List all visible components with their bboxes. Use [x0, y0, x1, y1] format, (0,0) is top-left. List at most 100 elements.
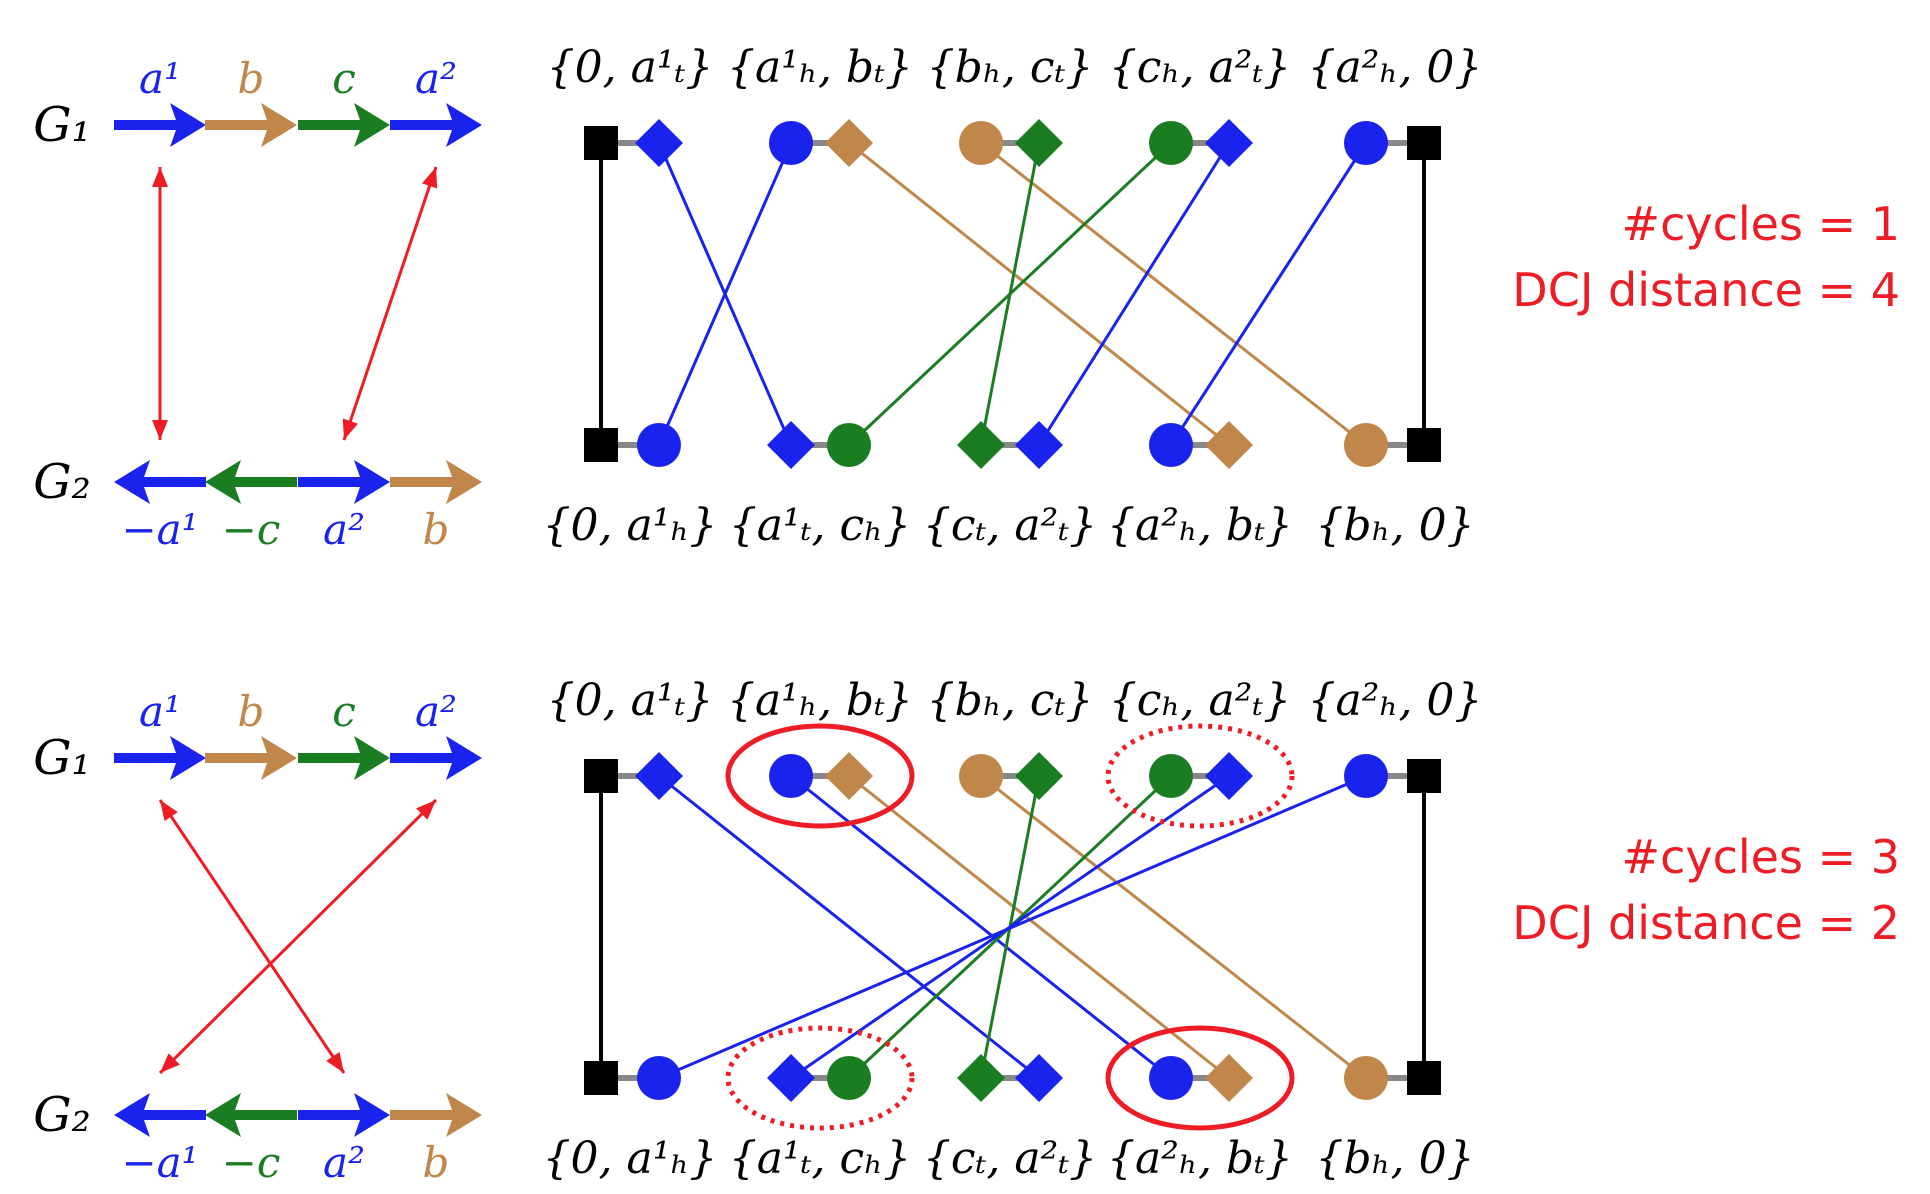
- bottom-adjacency-label: {a¹ₜ, cₕ}: [729, 500, 911, 551]
- g2-gene-label-c: −c: [222, 505, 281, 554]
- top-adjacency-label: {a²ₕ, 0}: [1308, 42, 1483, 93]
- top-c-tail-node: [1015, 752, 1063, 800]
- g1-gene-arrow-a1: [114, 103, 206, 147]
- bottom-telomere: [1407, 1061, 1441, 1095]
- top-a-head-node: [769, 754, 813, 798]
- bottom-c-head-node: [827, 1056, 871, 1100]
- g1-gene-label-c: c: [332, 687, 356, 736]
- bottom-adjacency-node-pair: [584, 423, 681, 467]
- g2-gene-label-b: b: [423, 505, 450, 554]
- bottom-telomere: [584, 1061, 618, 1095]
- bottom-adjacency-node-pair: [1344, 1056, 1441, 1100]
- bottom-adjacency-label: {cₜ, a²ₜ}: [923, 1133, 1097, 1184]
- top-telomere: [584, 126, 618, 160]
- bottom-telomere: [1407, 428, 1441, 462]
- dcj-distance: DCJ distance = 2: [1512, 896, 1900, 950]
- g1-gene-label-c: c: [332, 54, 356, 103]
- bottom-a-head-node: [1149, 423, 1193, 467]
- g1-gene-arrow-b: [205, 103, 297, 147]
- adjacency-edges: [599, 774, 1426, 1080]
- highlight-ellipse-solid: [1105, 1025, 1295, 1131]
- top-c-head-node: [1149, 754, 1193, 798]
- top-b-head-node: [959, 121, 1003, 165]
- bottom-a-head-node: [637, 1056, 681, 1100]
- gene-correspondence-arrow-0: [152, 167, 168, 440]
- adjacency-edge-b: [980, 141, 1367, 447]
- g1-gene-label-a1: a¹: [139, 687, 181, 736]
- adjacency-edge-b: [980, 774, 1367, 1080]
- g2-gene-label-c: −c: [222, 1138, 281, 1187]
- g2-gene-arrow-a2: [298, 460, 390, 504]
- bottom-adjacency-label: {cₜ, a²ₜ}: [923, 500, 1097, 551]
- top-adjacency-node-pair: [769, 119, 873, 167]
- gene-correspondence-arrow-0: [158, 799, 346, 1074]
- top-telomere: [584, 759, 618, 793]
- bottom-adjacency-label: {bₕ, 0}: [1315, 500, 1474, 551]
- top-adjacency-label: {bₕ, cₜ}: [927, 42, 1094, 93]
- bottom-c-tail-node: [957, 421, 1005, 469]
- top-adjacency-node-pair: [1344, 754, 1441, 798]
- bottom-b-tail-node: [1205, 1054, 1253, 1102]
- top-adjacency-node-pair: [1149, 752, 1253, 800]
- highlight-ellipse-dotted: [1105, 723, 1295, 829]
- bottom-a-tail-node: [767, 421, 815, 469]
- highlight-ellipse-solid: [725, 723, 915, 829]
- top-b-head-node: [959, 754, 1003, 798]
- adjacency-edge-b: [848, 141, 1230, 447]
- top-adjacency-label: {cₕ, a²ₜ}: [1109, 42, 1291, 93]
- top-a-tail-node: [1205, 119, 1253, 167]
- adjacency-edge-a: [790, 774, 1172, 1080]
- g2-gene-label-b: b: [423, 1138, 450, 1187]
- top-a-head-node: [769, 121, 813, 165]
- top-b-tail-node: [825, 752, 873, 800]
- top-adjacency-label: {bₕ, cₜ}: [927, 675, 1094, 726]
- bottom-adjacency-node-pair: [957, 1054, 1063, 1102]
- bottom-a-head-node: [637, 423, 681, 467]
- bottom-a-tail-node: [767, 1054, 815, 1102]
- top-adjacency-node-pair: [584, 119, 683, 167]
- panel-bottom: G₁ G₂ a¹ b c a² −a¹ −c a² b {0, a¹ₜ} {a¹ₕ, bₜ} {bₕ, …: [33, 675, 1900, 1187]
- bottom-adjacency-node-pair: [584, 1056, 681, 1100]
- adjacency-edge-a: [1037, 142, 1231, 446]
- gene-correspondence-arrow-1: [158, 798, 438, 1075]
- adjacency-edge-b: [848, 774, 1230, 1080]
- bottom-adjacency-node-pair: [957, 421, 1063, 469]
- top-adjacency-label: {a¹ₕ, bₜ}: [727, 675, 913, 726]
- top-adjacency-node-pair: [1344, 121, 1441, 165]
- g2-gene-arrow-b: [390, 460, 482, 504]
- bottom-adjacency-label: {0, a¹ₕ}: [543, 1133, 718, 1184]
- adjacency-edge-c: [847, 141, 1173, 447]
- top-telomere: [1407, 759, 1441, 793]
- bottom-a-head-node: [1149, 1056, 1193, 1100]
- top-adjacency-label: {0, a¹ₜ}: [547, 675, 714, 726]
- top-a-tail-node: [635, 119, 683, 167]
- g2-gene-label-a1: −a¹: [121, 1138, 198, 1187]
- bottom-adjacency-node-pair: [1149, 421, 1253, 469]
- g2-gene-arrow-c: [205, 1093, 297, 1137]
- g1-gene-label-b: b: [238, 687, 265, 736]
- bottom-adjacency-label: {0, a¹ₕ}: [543, 500, 718, 551]
- top-a-head-node: [1344, 121, 1388, 165]
- bottom-c-head-node: [827, 423, 871, 467]
- bottom-adjacency-node-pair: [1344, 423, 1441, 467]
- adjacency-edge-a: [1169, 142, 1368, 446]
- bottom-b-head-node: [1344, 1056, 1388, 1100]
- adjacency-edge-a: [658, 774, 1367, 1080]
- bottom-a-tail-node: [1015, 1054, 1063, 1102]
- highlight-ellipse-dotted: [725, 1025, 915, 1131]
- g1-gene-arrow-a2: [390, 103, 482, 147]
- dcj-distance: DCJ distance = 4: [1512, 263, 1900, 317]
- bottom-adjacency-node-pair: [767, 1054, 871, 1102]
- top-adjacency-node-pair: [959, 752, 1063, 800]
- g1-gene-arrow-a2: [390, 736, 482, 780]
- g1-gene-label-a1: a¹: [139, 54, 181, 103]
- bottom-adjacency-node-pair: [767, 421, 871, 469]
- bottom-adjacency-node-pair: [1149, 1054, 1253, 1102]
- top-adjacency-label: {a²ₕ, 0}: [1308, 675, 1483, 726]
- gene-correspondence-arrow-1: [342, 166, 438, 441]
- g2-gene-arrow-a1: [114, 1093, 206, 1137]
- top-adjacency-label: {0, a¹ₜ}: [547, 42, 714, 93]
- bottom-adjacency-label: {bₕ, 0}: [1315, 1133, 1474, 1184]
- g2-gene-arrow-b: [390, 1093, 482, 1137]
- g1-gene-label-b: b: [238, 54, 265, 103]
